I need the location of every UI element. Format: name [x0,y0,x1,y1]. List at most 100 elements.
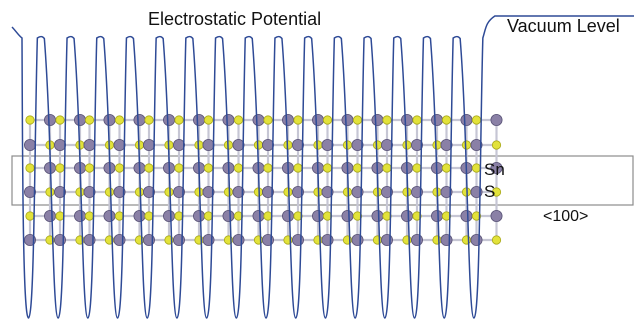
highlight-box [11,155,634,206]
potential-title: Electrostatic Potential [148,9,322,29]
sulfur-atom [412,115,422,125]
tin-atom [440,233,453,246]
tin-atom [172,138,185,151]
sulfur-atom [75,187,85,197]
sulfur-atom [352,163,363,173]
tin-atom [133,209,146,222]
sulfur-atom [471,211,482,221]
tin-atom [222,114,235,127]
sulfur-atom [441,163,452,173]
sulfur-atom [45,187,55,197]
sulfur-atom [441,115,452,125]
tin-atom [202,138,215,151]
sulfur-atom [25,163,35,173]
sulfur-atom [352,211,363,221]
tin-atom [440,138,453,151]
sulfur-atom [293,211,303,221]
tin-atom [490,114,503,127]
tin-atom [430,209,443,222]
sulfur-atom [313,140,323,150]
sulfur-atom [372,140,383,150]
tin-atom [232,138,245,151]
sulfur-atom [372,235,383,245]
tin-atom [291,138,304,151]
tin-atom [291,185,304,198]
tin-atom [162,114,175,127]
tin-atom [440,185,453,198]
tin-atom [281,209,294,222]
tin-atom [430,114,443,127]
tin-atom [252,209,265,222]
tin-atom [232,233,245,246]
sulfur-atom [412,211,422,221]
sulfur-atom [114,115,125,125]
sulfur-atom [441,211,452,221]
sulfur-atom [461,140,472,150]
sulfur-atom [461,235,472,245]
tin-atom [74,114,87,127]
tin-atom [54,185,67,198]
tin-atom [83,138,96,151]
sulfur-atom [491,235,502,245]
sulfur-atom [84,163,95,173]
sulfur-atom [223,187,234,197]
tin-atom [351,233,364,246]
tin-atom [222,209,235,222]
tin-atom [351,138,364,151]
tin-atom [460,114,473,127]
tin-atom [202,185,215,198]
sulfur-atom [322,115,333,125]
tin-atom [460,209,473,222]
sulfur-atom [432,235,442,245]
tin-atom [371,114,384,127]
sulfur-atom [432,140,442,150]
tin-atom [172,185,185,198]
tin-atom [162,209,175,222]
sulfur-atom [164,187,174,197]
sulfur-atom [491,140,502,150]
sulfur-atom [471,163,482,173]
tin-atom [232,185,245,198]
sulfur-atom [322,163,333,173]
sulfur-atom [144,211,154,221]
sulfur-atom [263,115,273,125]
tin-atom [172,233,185,246]
sulfur-atom [114,163,125,173]
vacuum-level-label: Vacuum Level [507,16,620,36]
sulfur-atom [382,163,392,173]
tin-atom [311,209,324,222]
tin-atom [23,185,36,198]
sulfur-atom [412,163,422,173]
tin-atom [54,138,67,151]
sulfur-atom [293,163,303,173]
tin-atom [380,233,393,246]
tin-atom [261,185,274,198]
sulfur-atom [203,163,214,173]
tin-atom [341,209,354,222]
sulfur-atom [233,163,244,173]
tin-atom [321,233,334,246]
sulfur-atom [253,140,264,150]
sulfur-atom [25,211,35,221]
tin-atom [400,114,413,127]
sulfur-atom [283,187,293,197]
tin-atom [291,233,304,246]
tin-atom [470,138,483,151]
sulfur-atom [144,115,154,125]
tin-atom [74,209,87,222]
tin-atom [380,138,393,151]
tin-atom [113,185,126,198]
tin-atom [341,114,354,127]
tin-atom [380,185,393,198]
sulfur-atom [84,211,95,221]
sulfur-atom [352,115,363,125]
sulfur-atom [55,115,65,125]
tin-atom [400,209,413,222]
sulfur-atom [382,115,392,125]
tin-atom [490,209,503,222]
sulfur-atom [144,163,154,173]
sulfur-atom [174,115,184,125]
sulfur-atom [104,187,115,197]
tin-atom [351,185,364,198]
sulfur-atom [293,115,303,125]
